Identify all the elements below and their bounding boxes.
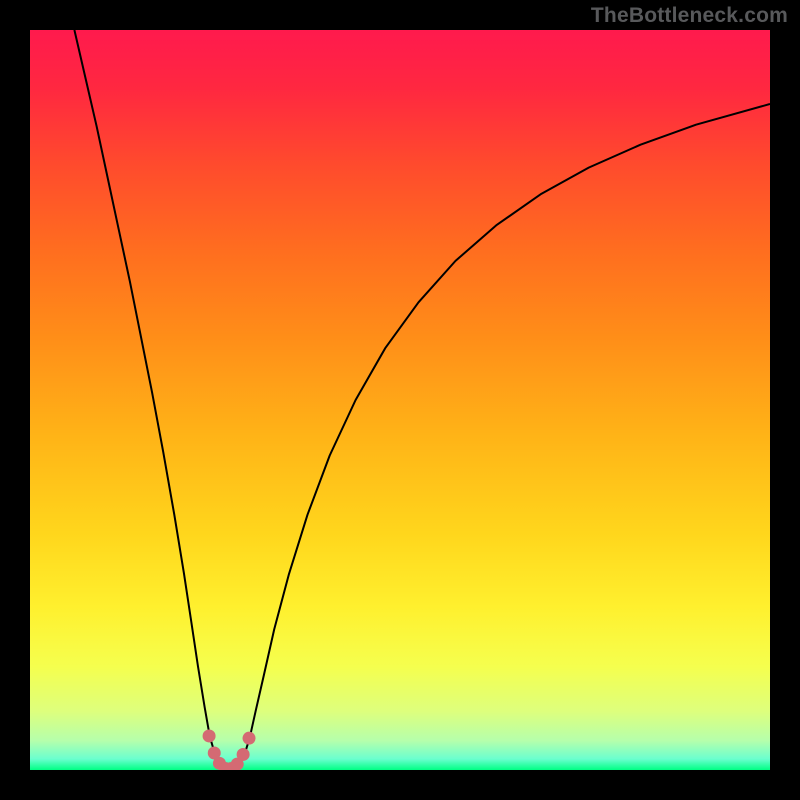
highlight-dot <box>237 748 250 761</box>
chart-plot <box>30 30 770 770</box>
chart-frame: TheBottleneck.com <box>0 0 800 800</box>
highlight-dot <box>243 732 256 745</box>
highlight-dot <box>203 729 216 742</box>
gradient-background <box>30 30 770 770</box>
watermark-text: TheBottleneck.com <box>591 4 788 28</box>
